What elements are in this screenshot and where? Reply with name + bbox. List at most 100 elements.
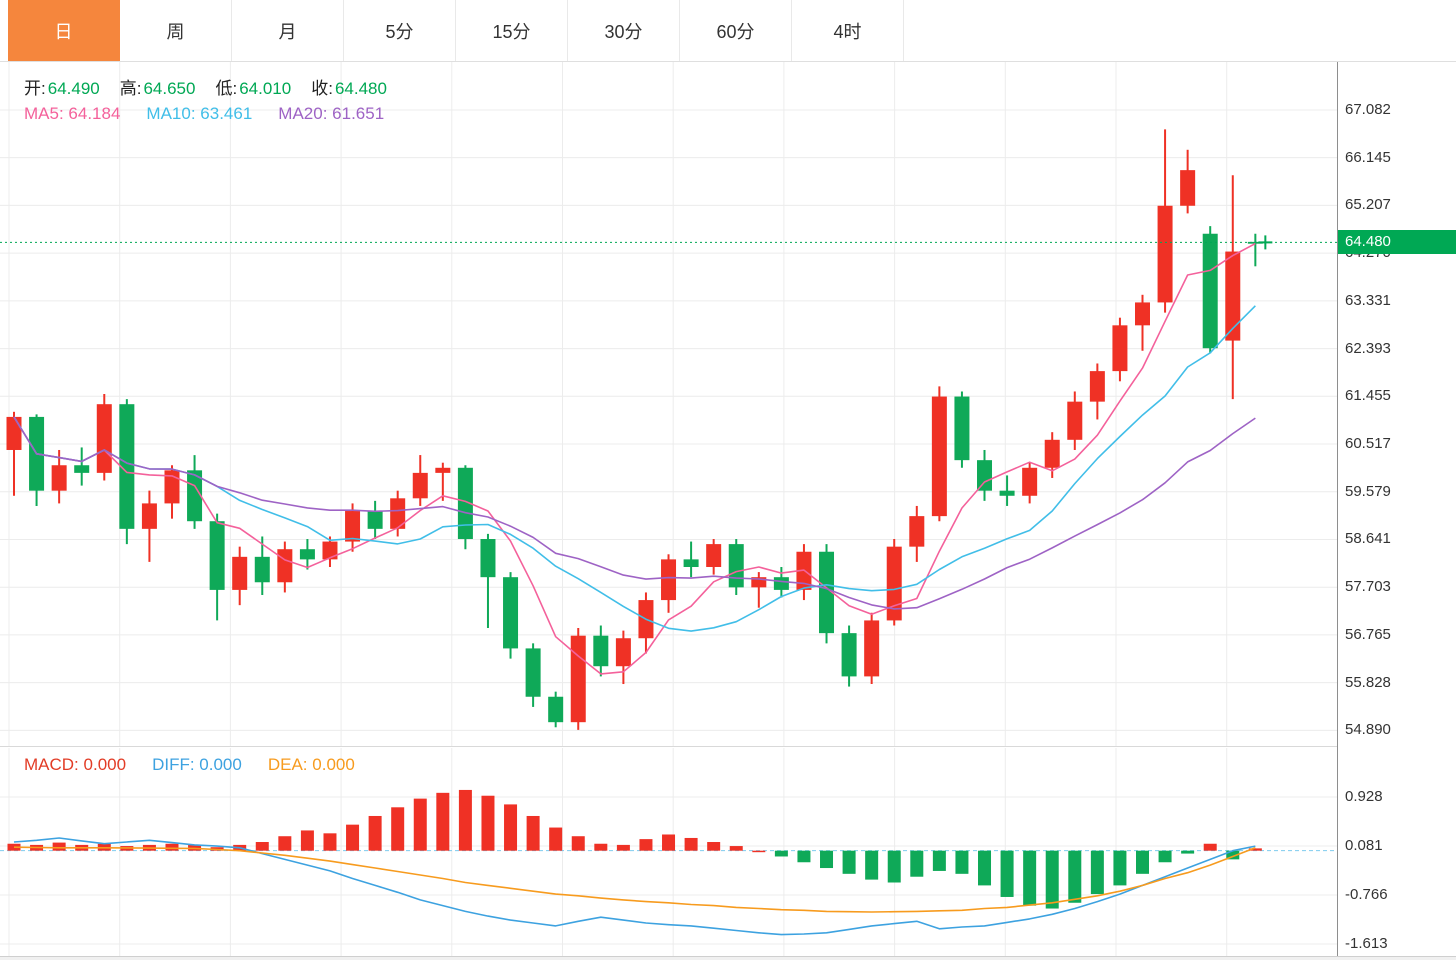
tab-15min[interactable]: 15分 bbox=[456, 0, 568, 61]
macd-bar bbox=[707, 842, 721, 851]
bottom-border bbox=[0, 956, 1456, 957]
macd-bar bbox=[1023, 850, 1037, 906]
macd-bar bbox=[165, 843, 179, 851]
macd-bar bbox=[1181, 850, 1195, 854]
macd-bar bbox=[910, 850, 924, 877]
price-axis-label: 57.703 bbox=[1345, 578, 1391, 596]
price-axis-label: 54.890 bbox=[1345, 721, 1391, 739]
candle-body bbox=[706, 544, 722, 568]
macd-bar bbox=[255, 842, 269, 851]
macd-bar bbox=[616, 844, 630, 851]
candle-body bbox=[390, 498, 406, 529]
ma10-line bbox=[13, 305, 1256, 632]
tab-month[interactable]: 月 bbox=[232, 0, 344, 61]
macd-bar bbox=[978, 850, 992, 886]
candle-body bbox=[1089, 371, 1105, 402]
candle-body bbox=[412, 472, 428, 499]
macd-axis-label: -1.613 bbox=[1345, 934, 1388, 952]
macd-bar bbox=[436, 792, 450, 851]
macd-bar bbox=[1113, 850, 1127, 886]
candle-body bbox=[570, 635, 586, 723]
macd-axis-label: 0.081 bbox=[1345, 837, 1383, 854]
price-axis-label: 66.145 bbox=[1345, 148, 1391, 166]
macd-bar bbox=[1203, 843, 1217, 851]
macd-bar bbox=[887, 850, 901, 883]
macd-bar bbox=[526, 815, 540, 851]
ma20-line bbox=[13, 416, 1256, 610]
candle-body bbox=[909, 516, 925, 547]
current-price-badge: 64.480 bbox=[1338, 230, 1456, 255]
candle-body bbox=[503, 577, 519, 649]
macd-bar bbox=[865, 850, 879, 880]
price-axis-label: 63.331 bbox=[1345, 291, 1391, 309]
candle-body bbox=[1112, 325, 1128, 372]
macd-bar bbox=[662, 834, 676, 851]
candle-body bbox=[615, 638, 631, 667]
candle-body bbox=[1202, 233, 1218, 349]
macd-bar bbox=[820, 850, 834, 869]
candle-body bbox=[525, 648, 541, 697]
macd-bar bbox=[391, 807, 405, 851]
candle-body bbox=[74, 465, 90, 473]
tab-5min[interactable]: 5分 bbox=[344, 0, 456, 61]
candle-body bbox=[141, 503, 157, 529]
tab-60min[interactable]: 60分 bbox=[680, 0, 792, 61]
macd-bar bbox=[774, 850, 788, 857]
macd-bar bbox=[458, 789, 472, 851]
price-axis-label: 67.082 bbox=[1345, 101, 1391, 118]
macd-axis-label: -0.766 bbox=[1345, 885, 1388, 903]
macd-bar bbox=[346, 824, 360, 851]
price-axis-label: 61.455 bbox=[1345, 387, 1391, 405]
candle-body bbox=[819, 551, 835, 634]
macd-bar bbox=[729, 846, 743, 851]
candlestick-chart[interactable] bbox=[0, 62, 1337, 746]
macd-bar bbox=[413, 798, 427, 851]
candle-body bbox=[232, 556, 248, 590]
macd-bar bbox=[549, 827, 563, 851]
candle-body bbox=[345, 511, 361, 542]
candle-body bbox=[209, 521, 225, 590]
candle-body bbox=[841, 633, 857, 677]
candle-body bbox=[254, 556, 270, 583]
ma5-line bbox=[13, 242, 1256, 675]
macd-chart[interactable] bbox=[0, 748, 1337, 956]
macd-bar bbox=[481, 795, 495, 851]
candle-body bbox=[480, 539, 496, 578]
price-axis-label: 56.765 bbox=[1345, 625, 1391, 643]
macd-bar bbox=[368, 815, 382, 851]
macd-bar bbox=[1226, 850, 1240, 860]
timeframe-tabs: 日周月 5分 15分 30分 60分 4时 bbox=[0, 0, 1456, 61]
macd-bar bbox=[52, 842, 66, 851]
price-axis-label: 65.207 bbox=[1345, 196, 1391, 214]
tab-4hour[interactable]: 4时 bbox=[792, 0, 904, 61]
candle-body bbox=[548, 696, 564, 723]
candle-body bbox=[1225, 251, 1241, 341]
candle-body bbox=[119, 404, 135, 529]
candle-body bbox=[299, 549, 315, 560]
tab-30min[interactable]: 30分 bbox=[568, 0, 680, 61]
main-chart-area: 开: 64.490 高: 64.650 低: 64.010 收: 64.480 MA5: 64… bbox=[0, 62, 1337, 746]
candle-body bbox=[1067, 401, 1083, 440]
macd-bar bbox=[955, 850, 969, 874]
candle-body bbox=[367, 511, 383, 529]
tab-day[interactable]: 日 bbox=[8, 0, 120, 61]
candle-body bbox=[1044, 439, 1060, 468]
candle-body bbox=[457, 467, 473, 540]
candle-body bbox=[96, 404, 112, 473]
panel-divider bbox=[0, 746, 1456, 747]
price-axis-label: 60.517 bbox=[1345, 435, 1391, 453]
tab-week[interactable]: 周 bbox=[120, 0, 232, 61]
candle-body bbox=[1180, 170, 1196, 206]
candle-body bbox=[322, 541, 338, 560]
candle-body bbox=[886, 546, 902, 621]
candle-body bbox=[51, 465, 67, 491]
macd-bar bbox=[842, 850, 856, 874]
candle-body bbox=[6, 416, 22, 450]
diff-line bbox=[13, 837, 1256, 936]
candle-body bbox=[1022, 467, 1038, 496]
macd-bar bbox=[1136, 850, 1149, 874]
macd-bar bbox=[1000, 850, 1014, 897]
macd-bar bbox=[1248, 848, 1262, 851]
candle-body bbox=[931, 396, 947, 517]
